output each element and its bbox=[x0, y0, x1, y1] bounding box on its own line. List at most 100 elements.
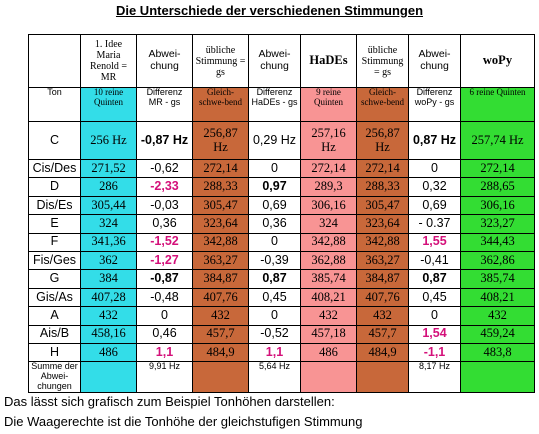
cell: H bbox=[28, 342, 81, 363]
cell: 341,36 bbox=[80, 232, 137, 252]
cell: 256,87 Hz bbox=[192, 121, 249, 160]
cell: Differenz HaDEs - gs bbox=[248, 87, 301, 122]
cell: 0 bbox=[248, 158, 301, 179]
cell: -1,27 bbox=[136, 250, 193, 271]
cell: 484,9 bbox=[356, 342, 409, 363]
cell: Summe der Abwei-chungen bbox=[28, 361, 81, 393]
cell: 0,36 bbox=[248, 214, 301, 234]
cell: 362 bbox=[80, 250, 137, 271]
cell: 306,16 bbox=[300, 195, 357, 216]
cell: Differenz MR - gs bbox=[136, 87, 193, 122]
cell: E bbox=[28, 214, 81, 234]
cell: Gleich-schwe-bend bbox=[192, 87, 249, 122]
cell bbox=[356, 361, 409, 393]
table-row: Fis/Ges 362 -1,27 363,27 -0,39 362,88 363,27 -0… bbox=[28, 250, 535, 271]
cell: 8,17 Hz bbox=[408, 361, 461, 393]
cell: Gleich-schwe-bend bbox=[356, 87, 409, 122]
cell bbox=[28, 34, 81, 88]
cell: 0 bbox=[248, 306, 301, 326]
cell: 363,27 bbox=[356, 250, 409, 271]
cell: 342,88 bbox=[192, 232, 249, 252]
cell: 0,45 bbox=[408, 287, 461, 308]
cell: Ton bbox=[28, 87, 81, 122]
cell: Gis/As bbox=[28, 287, 81, 308]
cell: 1,1 bbox=[136, 342, 193, 363]
cell: 432 bbox=[460, 306, 535, 326]
cell: 432 bbox=[300, 306, 357, 326]
cell: 432 bbox=[356, 306, 409, 326]
cell: 286 bbox=[80, 177, 137, 197]
table-row: F 341,36 -1,52 342,88 0 342,88 342,88 1,55 344,4… bbox=[28, 232, 535, 252]
cell: 288,33 bbox=[356, 177, 409, 197]
cell: -0,39 bbox=[248, 250, 301, 271]
cell: 272,14 bbox=[192, 158, 249, 179]
tuning-table: 1. Idee Maria Renold = MR Abwei-chung übli… bbox=[28, 34, 535, 393]
cell: -0,62 bbox=[136, 158, 193, 179]
cell: Abwei-chung bbox=[408, 34, 461, 88]
cell: 6 reine Quinten bbox=[460, 87, 535, 122]
cell: 0 bbox=[408, 306, 461, 326]
cell: 0,87 bbox=[408, 269, 461, 289]
cell: woPy bbox=[460, 34, 535, 88]
footer-line: Das lässt sich grafisch zum Beispiel Ton… bbox=[4, 394, 335, 409]
cell: -1,52 bbox=[136, 232, 193, 252]
cell: 457,7 bbox=[356, 324, 409, 344]
cell: -0,41 bbox=[408, 250, 461, 271]
cell: -0,48 bbox=[136, 287, 193, 308]
cell: Dis/Es bbox=[28, 195, 81, 216]
table-row: 1. Idee Maria Renold = MR Abwei-chung übli… bbox=[28, 34, 535, 88]
cell: 342,88 bbox=[300, 232, 357, 252]
cell: 0,45 bbox=[248, 287, 301, 308]
cell: 486 bbox=[300, 342, 357, 363]
cell: -0,87 Hz bbox=[136, 121, 193, 160]
cell: 289,3 bbox=[300, 177, 357, 197]
cell: 385,74 bbox=[460, 269, 535, 289]
cell: übliche Stimmung = gs bbox=[192, 34, 249, 88]
cell: 305,47 bbox=[192, 195, 249, 216]
cell: 323,64 bbox=[192, 214, 249, 234]
cell: HaDEs bbox=[300, 34, 357, 88]
cell: Fis/Ges bbox=[28, 250, 81, 271]
cell: 362,88 bbox=[300, 250, 357, 271]
table-row: D 286 -2,33 288,33 0,97 289,3 288,33 0,32 288,65 bbox=[28, 177, 535, 197]
cell: 256 Hz bbox=[80, 121, 137, 160]
cell: G bbox=[28, 269, 81, 289]
cell: 0,69 bbox=[408, 195, 461, 216]
cell: 272,14 bbox=[460, 158, 535, 179]
cell: 408,21 bbox=[300, 287, 357, 308]
cell: 0,87 Hz bbox=[408, 121, 461, 160]
cell: 256,87 Hz bbox=[356, 121, 409, 160]
cell: 1. Idee Maria Renold = MR bbox=[80, 34, 137, 88]
cell: 384,87 bbox=[356, 269, 409, 289]
cell: Ais/B bbox=[28, 324, 81, 344]
table-row: Summe der Abwei-chungen 9,91 Hz 5,64 Hz 8,1… bbox=[28, 361, 535, 393]
cell: 305,44 bbox=[80, 195, 137, 216]
cell bbox=[300, 361, 357, 393]
cell: 0,87 bbox=[248, 269, 301, 289]
cell: 407,28 bbox=[80, 287, 137, 308]
table-row: E 324 0,36 323,64 0,36 324 323,64- 0.37 323,27 bbox=[28, 214, 535, 234]
table-row: Gis/As 407,28 -0,48 407,76 0,45 408,21 407,76 0… bbox=[28, 287, 535, 308]
cell: 0 bbox=[408, 158, 461, 179]
cell: 0 bbox=[136, 306, 193, 326]
cell: 1,1 bbox=[248, 342, 301, 363]
cell: 484,9 bbox=[192, 342, 249, 363]
cell: 407,76 bbox=[356, 287, 409, 308]
cell: -0,52 bbox=[248, 324, 301, 344]
cell: 1,55 bbox=[408, 232, 461, 252]
cell bbox=[80, 361, 137, 393]
cell: Abwei-chung bbox=[136, 34, 193, 88]
cell: 432 bbox=[80, 306, 137, 326]
cell: 0 bbox=[248, 232, 301, 252]
table-row: Cis/Des 271,52 -0,62 272,14 0 272,14 272,14 0 27… bbox=[28, 158, 535, 179]
cell: 1,54 bbox=[408, 324, 461, 344]
cell: 306,16 bbox=[460, 195, 535, 216]
cell: -0,87 bbox=[136, 269, 193, 289]
cell: -0,03 bbox=[136, 195, 193, 216]
table-row: Ais/B 458,16 0,46 457,7 -0,52 457,18 457,7 1,54… bbox=[28, 324, 535, 344]
cell: 0,32 bbox=[408, 177, 461, 197]
cell: 384 bbox=[80, 269, 137, 289]
cell: 305,47 bbox=[356, 195, 409, 216]
cell: 385,74 bbox=[300, 269, 357, 289]
cell: 257,16 Hz bbox=[300, 121, 357, 160]
